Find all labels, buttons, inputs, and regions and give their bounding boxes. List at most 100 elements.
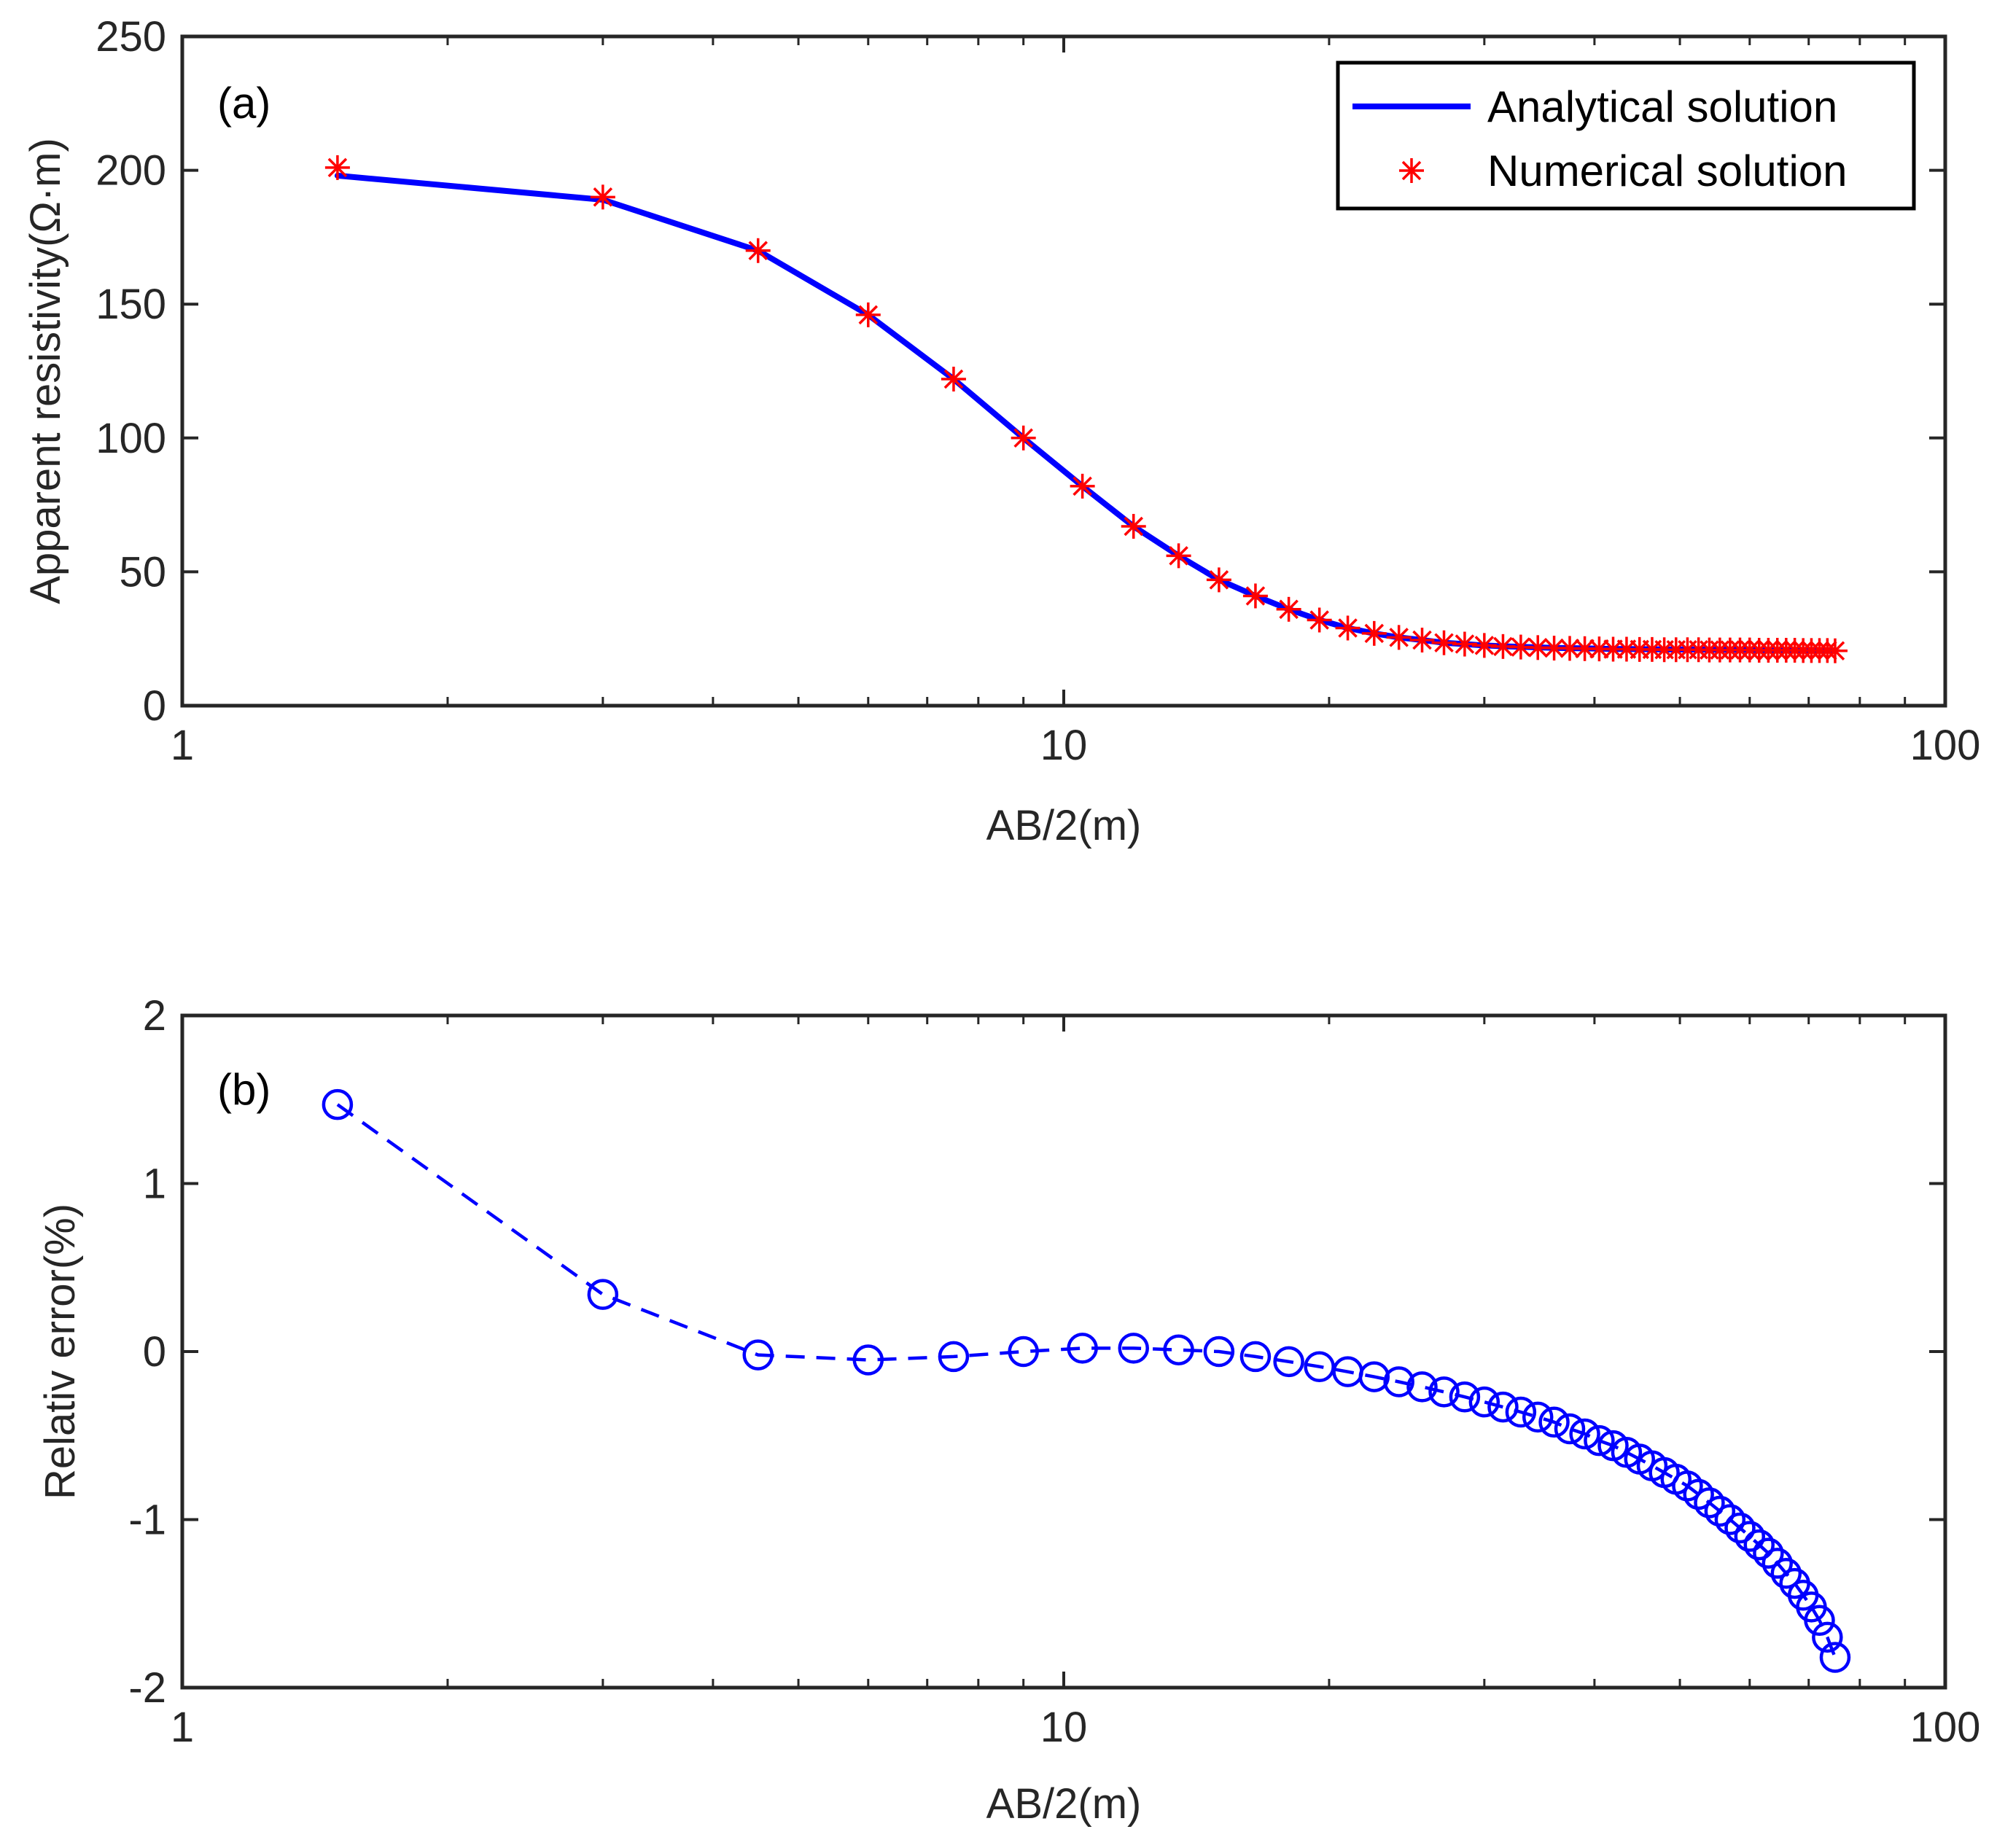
numerical-point-marker-stroke <box>1575 639 1595 659</box>
relative-error-point-marker <box>1569 1418 1600 1450</box>
legend-box <box>1336 61 1916 211</box>
numerical-point-marker-stroke <box>1389 628 1409 647</box>
relative-error-point-marker <box>587 1279 619 1310</box>
relative-error-point-marker <box>1449 1381 1481 1413</box>
y-tick-label: 200 <box>96 147 166 195</box>
panel-a: 1 10 100 0 50 100 150 200 250 (a) AB/2(m) Appare… <box>22 13 1980 849</box>
numerical-point-marker <box>1541 636 1567 661</box>
x-tick-label: 100 <box>1910 1704 1981 1751</box>
y-tick-label: 0 <box>143 1328 166 1376</box>
panel-b-data-layer <box>322 1088 1851 1673</box>
numerical-point-marker-stroke <box>1527 638 1548 658</box>
legend-numerical-swatch <box>1399 158 1424 183</box>
panel-b: 1 10 100 -2 -1 0 1 2 (b) AB/2(m) Relativ error(… <box>36 992 1980 1828</box>
numerical-point-marker-stroke <box>327 157 348 178</box>
numerical-point-marker-stroke <box>1364 623 1385 644</box>
numerical-point-marker <box>590 184 615 210</box>
relative-error-point-marker <box>1505 1396 1537 1428</box>
numerical-point-marker-stroke <box>1455 634 1475 654</box>
numerical-point-marker <box>324 155 350 180</box>
y-tick-label: 100 <box>96 415 166 462</box>
relative-error-point-marker <box>1358 1361 1390 1392</box>
numerical-point-marker <box>855 302 881 327</box>
relative-error-point-marker <box>1522 1401 1554 1433</box>
numerical-point-marker-stroke <box>1245 586 1266 606</box>
numerical-point-marker-stroke <box>1493 636 1513 657</box>
numerical-point-marker <box>1386 625 1412 650</box>
relative-error-point-marker <box>1203 1336 1235 1368</box>
relative-error-point-marker <box>1163 1334 1194 1365</box>
relative-error-point-marker <box>1383 1366 1414 1397</box>
numerical-point-marker-stroke <box>1169 546 1188 566</box>
numerical-point-marker-stroke <box>1124 516 1143 537</box>
relative-error-point-marker <box>1770 1558 1802 1589</box>
numerical-point-marker <box>1409 628 1435 653</box>
relative-error-point-marker <box>1487 1391 1519 1423</box>
numerical-point-marker <box>745 238 771 263</box>
y-tick-label: -2 <box>128 1664 166 1712</box>
relative-error-point-marker <box>1683 1478 1714 1510</box>
numerical-point-marker <box>1822 638 1848 663</box>
relative-error-point-marker <box>1762 1548 1794 1579</box>
numerical-point-marker <box>1335 615 1360 641</box>
panel-a-x-axis-label: AB/2(m) <box>986 802 1142 849</box>
numerical-point-marker <box>1276 596 1301 622</box>
panel-b-label: (b) <box>217 1065 270 1114</box>
relative-error-point-marker <box>1753 1537 1784 1569</box>
numerical-point-marker <box>1011 425 1036 451</box>
x-tick-label: 1 <box>171 722 194 769</box>
panel-b-x-axis-label: AB/2(m) <box>986 1780 1142 1828</box>
relative-error-point-marker <box>742 1339 774 1371</box>
numerical-point-marker <box>941 367 966 392</box>
numerical-point-marker-stroke <box>1544 638 1564 658</box>
numerical-point-marker-stroke <box>1511 637 1531 657</box>
x-tick-label: 100 <box>1910 722 1981 769</box>
relative-error-point-marker <box>1714 1504 1746 1535</box>
relative-error-point-marker <box>1118 1333 1149 1364</box>
relative-error-point-marker <box>1428 1376 1460 1408</box>
numerical-point-marker <box>1431 630 1457 655</box>
y-tick-label: 250 <box>96 13 166 61</box>
numerical-point-marker-stroke <box>1338 618 1358 638</box>
numerical-point-marker-stroke <box>1279 599 1299 620</box>
legend: Analytical solution Numerical solution <box>1336 61 1916 211</box>
relative-error-point-marker <box>1812 1621 1843 1653</box>
relative-error-point-marker <box>852 1344 884 1376</box>
panel-a-ticks: 1 10 100 0 50 100 150 200 250 <box>96 13 1980 769</box>
numerical-point-marker <box>1572 636 1597 661</box>
x-tick-label: 1 <box>171 1704 194 1751</box>
numerical-point-marker-stroke <box>1073 476 1092 496</box>
panel-b-ticks: 1 10 100 -2 -1 0 1 2 <box>128 992 1980 1751</box>
relative-error-point-marker <box>322 1088 354 1120</box>
legend-analytical-label: Analytical solution <box>1487 82 1837 131</box>
panel-b-y-axis-label: Relativ error(%) <box>36 1204 84 1500</box>
panel-b-frame <box>180 1013 1947 1690</box>
numerical-point-marker <box>1121 513 1146 539</box>
relative-error-point-marker <box>1067 1333 1098 1364</box>
series-relative-error-line <box>336 1103 1837 1658</box>
legend-numerical-label: Numerical solution <box>1487 147 1848 195</box>
y-tick-label: 50 <box>119 548 166 596</box>
numerical-point-marker <box>1361 620 1387 646</box>
relative-error-point-marker <box>1008 1336 1039 1368</box>
legend-star-marker <box>1399 158 1424 183</box>
x-tick-label: 10 <box>1040 1704 1088 1751</box>
y-tick-label: 150 <box>96 281 166 328</box>
y-tick-label: -1 <box>128 1497 166 1544</box>
numerical-point-marker-stroke <box>1589 639 1609 659</box>
relative-error-point-marker <box>1554 1413 1586 1445</box>
relative-error-point-marker <box>1804 1605 1835 1637</box>
numerical-point-marker-stroke <box>1434 633 1454 652</box>
relative-error-point-marker <box>1273 1346 1304 1378</box>
y-tick-label: 2 <box>143 992 166 1040</box>
numerical-point-marker-stroke <box>1825 641 1845 660</box>
relative-error-point-marker <box>1724 1512 1756 1544</box>
relative-error-point-marker <box>1819 1642 1851 1673</box>
numerical-point-marker <box>1452 631 1477 657</box>
panel-a-y-axis-label: Apparent resistivity(Ω·m) <box>22 138 69 604</box>
legend-star-marker-stroke <box>1401 160 1422 181</box>
numerical-point-marker <box>1166 543 1191 569</box>
numerical-point-marker-stroke <box>593 187 613 207</box>
relative-error-point-marker <box>1406 1371 1438 1403</box>
numerical-point-marker-stroke <box>748 241 768 261</box>
